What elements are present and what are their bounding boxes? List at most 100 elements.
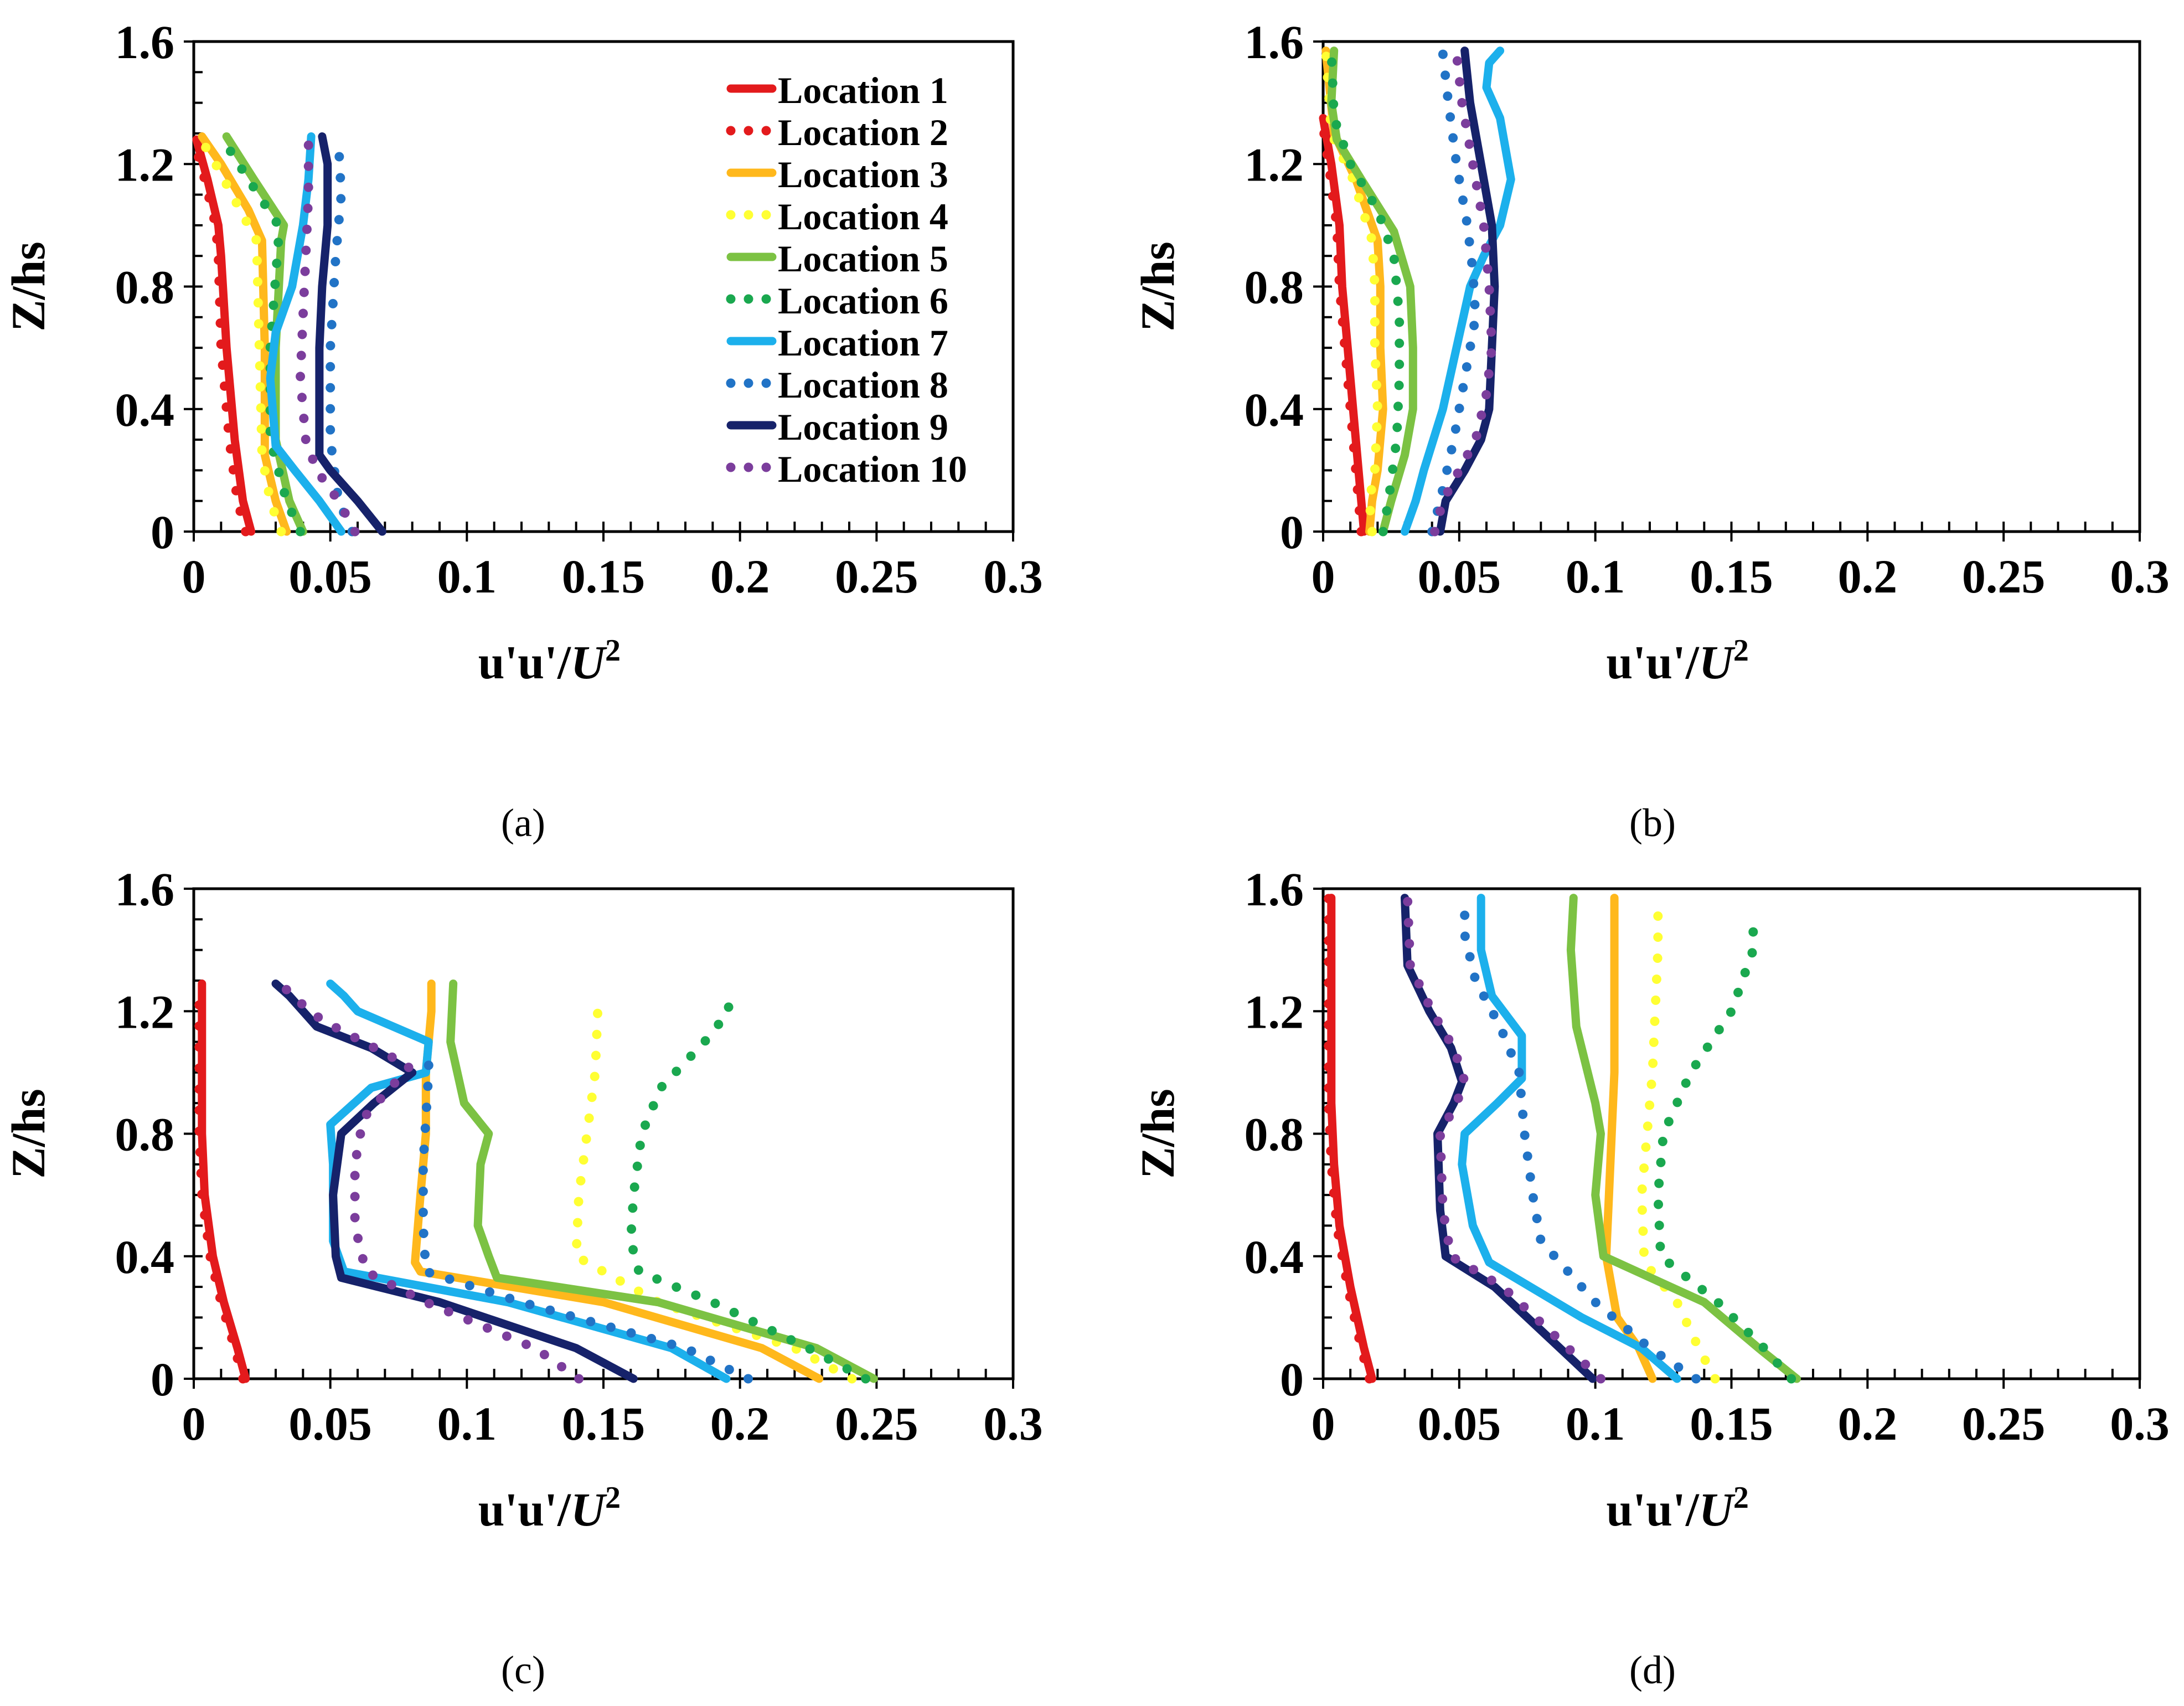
x-tick-label: 0.3 <box>2110 550 2170 603</box>
panel-caption: (c) <box>501 1648 545 1692</box>
series-line-location-2 <box>1318 122 1366 537</box>
series-line-location-4 <box>571 1000 857 1384</box>
y-axis-title: Z/hs <box>1131 241 1184 332</box>
x-tick-label: 0.2 <box>710 1397 770 1450</box>
x-tick-label: 0 <box>182 550 206 603</box>
y-tick-label: 1.6 <box>1245 16 1304 69</box>
series-line-location-4 <box>1321 46 1382 537</box>
y-axis-title: Z/hs <box>2 241 55 332</box>
x-tick-label: 0.05 <box>1418 1397 1501 1450</box>
y-tick-label: 0 <box>151 1353 174 1406</box>
plot-area <box>1321 887 2141 1380</box>
series-line-location-10 <box>276 979 584 1384</box>
legend-label-location-8: Location 8 <box>778 364 948 406</box>
x-tick-label: 0.3 <box>983 550 1043 603</box>
chart-panel-b: 0 0.05 0.1 0.15 0.2 0.25 0.3 0 0.4 0.8 1.2 1.6 u'u'/… <box>1131 16 2170 845</box>
y-tick-label: 1.2 <box>1245 138 1304 191</box>
y-tick-label: 1.6 <box>1245 863 1304 916</box>
series-line-location-10 <box>1402 893 1605 1384</box>
series-line-location-8 <box>326 138 357 537</box>
series-line-location-3 <box>198 132 291 536</box>
series-line-location-10 <box>1430 49 1497 537</box>
x-tick-label: 0 <box>1312 550 1335 603</box>
x-tick-label: 0.1 <box>1566 550 1625 603</box>
series-line-location-2 <box>1324 893 1375 1384</box>
x-axis-title: u'u'/U2 <box>478 1481 621 1536</box>
y-tick-label: 0 <box>1280 1353 1304 1406</box>
plot-area <box>1321 40 2141 533</box>
legend-label-location-5: Location 5 <box>778 238 948 280</box>
y-tick-label: 1.6 <box>115 863 175 916</box>
y-tick-label: 0 <box>1280 506 1304 559</box>
panel-caption: (a) <box>501 801 545 845</box>
series-line-location-4 <box>1636 893 1720 1384</box>
x-tick-label: 0.1 <box>1566 1397 1625 1450</box>
y-tick-label: 0 <box>151 506 174 559</box>
y-axis-title: Z/hs <box>1131 1089 1184 1179</box>
x-tick-label: 0.2 <box>710 550 770 603</box>
legend-label-location-9: Location 9 <box>778 406 948 448</box>
x-tick-label: 0.25 <box>1962 1397 2046 1450</box>
series-line-location-5 <box>1566 894 1801 1383</box>
series-line-location-8 <box>418 1043 753 1384</box>
x-tick-label: 0.15 <box>1690 550 1773 603</box>
series-line-location-8 <box>1427 49 1480 537</box>
series-line-location-7 <box>266 132 345 536</box>
y-tick-label: 0.8 <box>115 261 175 314</box>
y-tick-label: 1.2 <box>115 985 175 1038</box>
x-tick-label: 0 <box>1312 1397 1335 1450</box>
y-tick-label: 0.8 <box>1245 261 1304 314</box>
series-line-location-1 <box>1327 894 1376 1383</box>
x-axis-title: u'u'/U2 <box>478 633 621 689</box>
chart-panel-c: 0 0.05 0.1 0.15 0.2 0.25 0.3 0 0.4 0.8 1.2 1.6 u'u'/… <box>2 863 1043 1692</box>
series-line-location-3 <box>1602 894 1657 1383</box>
y-tick-label: 1.2 <box>115 138 175 191</box>
series-line-location-9 <box>1436 47 1499 536</box>
chart-panel-d: 0 0.05 0.1 0.15 0.2 0.25 0.3 0 0.4 0.8 1.2 1.6 u'u'/… <box>1131 863 2170 1692</box>
x-axis-title: u'u'/U2 <box>1606 633 1748 689</box>
y-tick-label: 0.4 <box>1245 383 1304 436</box>
series-line-location-9 <box>315 132 386 536</box>
x-tick-label: 0.05 <box>1418 550 1501 603</box>
y-tick-label: 0.8 <box>1245 1108 1304 1161</box>
series-line-location-10 <box>295 138 360 537</box>
x-tick-label: 0 <box>182 1397 206 1450</box>
x-tick-label: 0.3 <box>2110 1397 2170 1450</box>
y-tick-label: 0.4 <box>1245 1230 1304 1284</box>
x-tick-label: 0.25 <box>835 1397 918 1450</box>
legend-label-location-7: Location 7 <box>778 322 948 364</box>
series-line-location-6 <box>1653 908 1796 1384</box>
y-axis-title: Z/hs <box>2 1089 55 1179</box>
legend-label-location-2: Location 2 <box>778 111 948 153</box>
series-line-location-6 <box>216 132 305 537</box>
x-tick-label: 0.15 <box>562 1397 646 1450</box>
series-line-location-2 <box>194 982 248 1384</box>
legend-label-location-10: Location 10 <box>778 448 967 490</box>
legend-label-location-1: Location 1 <box>778 69 948 111</box>
x-tick-label: 0.05 <box>288 550 372 603</box>
series-line-location-6 <box>1326 46 1405 537</box>
series-line-location-2 <box>189 135 251 537</box>
x-tick-label: 0.2 <box>1838 550 1898 603</box>
y-tick-label: 0.4 <box>115 383 175 436</box>
series-line-location-4 <box>194 132 286 537</box>
x-tick-label: 0.1 <box>437 550 497 603</box>
chart-panel-a: 0 0.05 0.1 0.15 0.2 0.25 0.3 0 0.4 0.8 1.2 1.6 u'u'/… <box>2 16 1043 845</box>
x-tick-label: 0.25 <box>835 550 918 603</box>
series-line-location-7 <box>1401 47 1515 536</box>
x-tick-label: 0.2 <box>1838 1397 1898 1450</box>
series-line-location-5 <box>446 980 878 1383</box>
x-tick-label: 0.05 <box>288 1397 372 1450</box>
panel-caption: (d) <box>1629 1648 1676 1692</box>
x-tick-label: 0.3 <box>983 1397 1043 1450</box>
series-line-location-9 <box>271 980 638 1383</box>
x-tick-label: 0.15 <box>562 550 646 603</box>
legend-label-location-6: Location 6 <box>778 280 948 322</box>
y-tick-label: 1.2 <box>1245 985 1304 1038</box>
legend-label-location-4: Location 4 <box>778 195 948 238</box>
y-tick-label: 0.4 <box>115 1230 175 1284</box>
x-tick-label: 0.25 <box>1962 550 2046 603</box>
panel-caption: (b) <box>1629 801 1676 845</box>
